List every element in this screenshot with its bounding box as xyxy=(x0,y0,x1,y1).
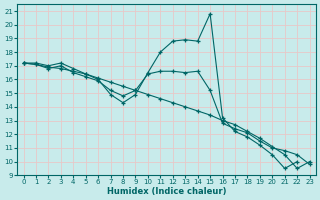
X-axis label: Humidex (Indice chaleur): Humidex (Indice chaleur) xyxy=(107,187,226,196)
